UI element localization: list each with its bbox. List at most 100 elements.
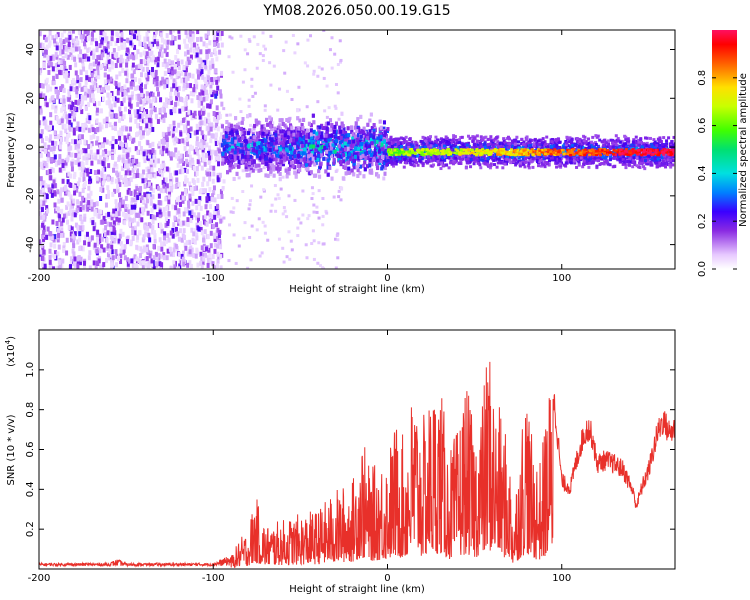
spectrogram-noise-cell [222, 216, 226, 220]
spectrogram-noise-cell [95, 73, 99, 79]
spectrogram-noise-cell [58, 191, 62, 197]
spectrogram-noise-cell [261, 31, 265, 35]
spectrogram-noise-cell [95, 248, 99, 254]
spectrogram-noise-cell [158, 213, 162, 219]
spectrogram-noise-cell [153, 215, 157, 221]
spectrogram-noise-cell [146, 225, 150, 231]
spectrogram-noise-cell [166, 248, 170, 254]
spectrogram-noise-cell [199, 120, 203, 126]
spectrogram-noise-cell [189, 218, 193, 224]
spectrogram-noise-cell [171, 204, 175, 210]
spectrogram-noise-cell [54, 51, 58, 57]
spectrogram-noise-cell [80, 94, 84, 100]
spectrogram-noise-cell [116, 220, 120, 226]
spectrogram-noise-cell [146, 44, 150, 50]
spectrogram-noise-cell [179, 201, 183, 207]
spectrogram-noise-cell [113, 102, 117, 108]
spectrogram-noise-cell [200, 264, 204, 269]
spectrogram-noise-cell [218, 229, 222, 235]
spectrogram-noise-cell [201, 90, 205, 96]
spectrogram-noise-cell [207, 48, 211, 54]
spectrogram-noise-cell [200, 139, 204, 145]
spectrogram-noise-cell [243, 68, 247, 72]
spectrogram-noise-cell [101, 187, 105, 193]
spectrogram-noise-cell [83, 92, 87, 98]
spectrogram-noise-cell [104, 36, 108, 42]
spectrogram-noise-cell [177, 34, 181, 40]
spectrogram-noise-cell [152, 255, 156, 261]
spectrogram-noise-cell [237, 176, 241, 180]
spectrogram-noise-cell [79, 256, 83, 262]
spectrogram-noise-cell [42, 229, 46, 235]
spectrogram-noise-cell [147, 98, 151, 104]
spectrogram-noise-cell [125, 239, 129, 245]
spectrogram-noise-cell [321, 242, 325, 246]
spectrogram-noise-cell [75, 126, 79, 132]
spectrogram-noise-cell [90, 93, 94, 99]
spectrogram-noise-cell [96, 260, 100, 266]
spectrogram-noise-cell [108, 255, 112, 261]
spectrogram-noise-cell [206, 181, 210, 187]
spectrogram-noise-cell [97, 100, 101, 106]
spectrogram-noise-cell [159, 200, 163, 206]
spectrogram-noise-cell [59, 130, 63, 136]
spectrogram-noise-cell [116, 90, 120, 96]
spectrogram-noise-cell [76, 78, 80, 84]
spectrogram-noise-cell [139, 186, 143, 192]
spectrogram-noise-cell [220, 70, 224, 76]
spectrogram-noise-cell [98, 144, 102, 150]
spectrogram-noise-cell [88, 89, 92, 95]
spectrogram-noise-cell [95, 47, 99, 53]
spectrogram-noise-cell [58, 263, 62, 269]
spectrogram-noise-cell [206, 103, 210, 109]
spectrogram-signal-cell [241, 117, 245, 122]
spectrogram-noise-cell [217, 30, 221, 33]
spectrogram-noise-cell [131, 62, 135, 68]
spectrogram-noise-cell [125, 181, 129, 187]
spectrogram-noise-cell [71, 82, 75, 88]
spectrogram-noise-cell [59, 49, 63, 55]
spectrogram-noise-cell [108, 150, 112, 156]
spectrogram-signal-cell [267, 166, 271, 171]
spectrogram-noise-cell [74, 46, 78, 52]
spectrogram-noise-cell [131, 235, 135, 241]
spectrogram-noise-cell [215, 222, 219, 228]
spectrogram-noise-cell [154, 158, 158, 164]
spectrogram-noise-cell [156, 118, 160, 124]
spectrogram-noise-cell [62, 98, 66, 104]
spectrogram-signal-cell [382, 176, 386, 181]
spectrogram-noise-cell [79, 49, 83, 55]
spectrogram-noise-cell [232, 206, 236, 210]
spectrogram-signal-cell [222, 179, 226, 184]
spectrogram-noise-cell [216, 193, 220, 199]
spectrogram-noise-cell [139, 52, 143, 58]
spectrogram-noise-cell [177, 30, 181, 34]
spectrogram-noise-cell [136, 195, 140, 201]
chart-title: YM08.2026.050.00.19.G15 [262, 3, 450, 19]
spectrogram-noise-cell [185, 158, 189, 164]
spectrogram-noise-cell [65, 138, 69, 144]
spectrogram-noise-cell [113, 125, 117, 131]
spectrogram-noise-cell [194, 78, 198, 84]
spectrogram-noise-cell [83, 263, 87, 269]
spectrogram-noise-cell [206, 93, 210, 99]
spectrogram-noise-cell [61, 49, 65, 55]
spectrogram-signal-cell [262, 157, 266, 162]
spectrogram-noise-cell [49, 124, 53, 130]
spectrogram-noise-cell [74, 70, 78, 76]
spectrogram-noise-cell [83, 95, 87, 101]
spectrogram-noise-cell [53, 130, 57, 136]
spectrogram-noise-cell [196, 159, 200, 165]
spectrogram-noise-cell [189, 47, 193, 53]
spectrogram-noise-cell [141, 210, 145, 216]
spectrogram-noise-cell [181, 169, 185, 175]
spectrogram-noise-cell [153, 149, 157, 155]
spectrogram-noise-cell [50, 192, 54, 198]
spectrogram-noise-cell [216, 85, 220, 91]
spectrogram-noise-cell [159, 149, 163, 155]
spectrogram-noise-cell [61, 178, 65, 184]
spectrogram-noise-cell [208, 65, 212, 71]
spectrogram-noise-cell [119, 127, 123, 133]
spectrogram-noise-cell [116, 256, 120, 262]
spectrogram-noise-cell [106, 193, 110, 199]
